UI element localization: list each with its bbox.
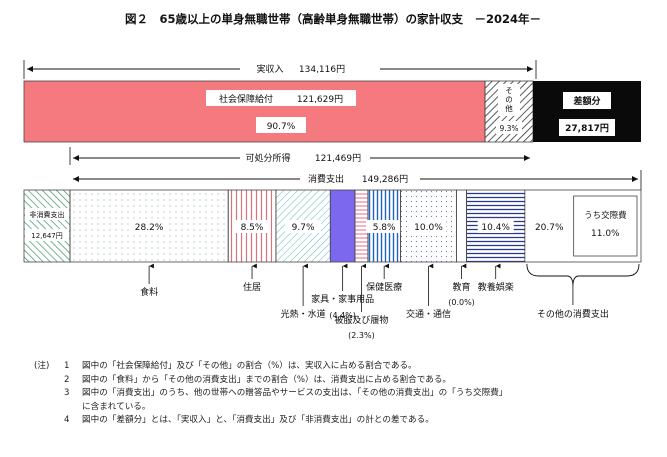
category-label: 食料 (140, 286, 158, 298)
category-label: 教養娯楽 (478, 281, 514, 293)
bar-segment-exp-7 (456, 189, 467, 263)
social-security-pct: 90.7% (267, 122, 296, 132)
segment-pct: 10.0% (414, 223, 443, 233)
note-text: 図中の「消費支出」のうち、他の世帯への贈答品やサービスの支出は、「その他の消費支… (82, 388, 508, 399)
category-pct: (2.3%) (348, 331, 375, 340)
disposable-income-span: 可処分所得 121,469円 (69, 147, 530, 165)
category-pct: (0.0%) (448, 298, 475, 307)
note-text: に含まれている。 (82, 401, 151, 412)
consumption-total-value: 149,286円 (362, 174, 408, 185)
segment-pct: 10.4% (481, 223, 510, 233)
segment-pct: 28.2% (135, 223, 164, 233)
non-consumption-value: 12,647円 (31, 232, 63, 240)
expenditure-bar: 28.2% 8.5% 9.7% 5.8% 10.0% 10.4% 20.7% うち交際費 11.… (69, 189, 642, 263)
segment-pct: 9.7% (292, 223, 315, 233)
category-label: 保健医療 (366, 281, 402, 293)
income-total-span: 実収入 134,116円 (23, 60, 537, 79)
category-label: 交通・通信 (406, 308, 451, 320)
social-security-label: 社会保障給付 (219, 93, 273, 105)
notes-mark: (注) (34, 361, 50, 371)
income-other-pct: 9.3% (499, 124, 518, 133)
bar-segment-exp-4 (354, 189, 369, 263)
note-row: (注) 1 図中の「社会保障給付」及び「その他」の割合（%）は、実収入に占める割… (34, 360, 659, 374)
note-row: 2 図中の「食料」から「その他の消費支出」までの割合（%）は、消費支出に占める割… (34, 374, 659, 388)
disposable-income-value: 121,469円 (315, 153, 361, 164)
sub-item-box (573, 195, 638, 257)
note-number: 4 (64, 415, 70, 426)
segment-pct: 8.5% (241, 223, 264, 233)
note-row: 3 図中の「消費支出」のうち、他の世帯への贈答品やサービスの支出は、「その他の消… (34, 387, 659, 401)
sub-item-pct: 11.0% (591, 229, 620, 239)
note-row: に含まれている。 (34, 401, 659, 415)
category-label: 家具・家事用品 (311, 293, 374, 305)
non-consumption-label: 非消費支出 (30, 210, 65, 219)
note-number: 1 (64, 361, 70, 371)
segment-pct: 20.7% (535, 223, 564, 233)
note-row: 4 図中の「差額分」とは、「実収入」と、「消費支出」及び「非消費支出」の計との差… (34, 414, 659, 428)
brace (526, 263, 640, 287)
category-label: 光熱・水道 (281, 308, 326, 320)
difference-value: 27,817円 (565, 123, 609, 134)
income-other-label: その他 (505, 86, 513, 113)
note-text: 図中の「社会保障給付」及び「その他」の割合（%）は、実収入に占める割合である。 (82, 361, 417, 371)
note-number: 2 (64, 374, 70, 385)
note-text: 図中の「食料」から「その他の消費支出」までの割合（%）は、消費支出に占める割合で… (82, 374, 452, 385)
chart-title: 図２ 65歳以上の単身無職世帯（高齢単身無職世帯）の家計収支 －2024年－ (125, 12, 541, 26)
income-bar: 社会保障給付 121,629円 90.7% その他 9.3% 差額分 27,81… (23, 80, 641, 143)
category-label: その他の消費支出 (537, 308, 609, 320)
category-label: 教育 (453, 281, 471, 293)
non-consumption-bar: 非消費支出 12,647円 (23, 189, 71, 263)
category-label: 住居 (243, 281, 261, 293)
notes: (注) 1 図中の「社会保障給付」及び「その他」の割合（%）は、実収入に占める割… (34, 360, 659, 428)
difference-label: 差額分 (573, 95, 600, 107)
consumption-total-span: 消費支出 149,286円 (73, 170, 642, 190)
note-number: 3 (64, 388, 70, 399)
income-total-label: 実収入 (256, 63, 283, 75)
segment-pct: 5.8% (373, 223, 396, 233)
sub-item-label: うち交際費 (584, 210, 627, 221)
consumption-total-label: 消費支出 (308, 173, 344, 185)
bar-segment-exp-3 (329, 189, 356, 263)
category-pct: (4.4%) (329, 311, 356, 320)
social-security-value: 121,629円 (297, 94, 343, 105)
income-total-value: 134,116円 (299, 64, 345, 75)
disposable-income-label: 可処分所得 (245, 152, 290, 164)
category-label: 被服及び履物 (334, 314, 388, 326)
note-number (64, 401, 82, 415)
note-text: 図中の「差額分」とは、「実収入」と、「消費支出」及び「非消費支出」の計との差であ… (82, 415, 434, 426)
